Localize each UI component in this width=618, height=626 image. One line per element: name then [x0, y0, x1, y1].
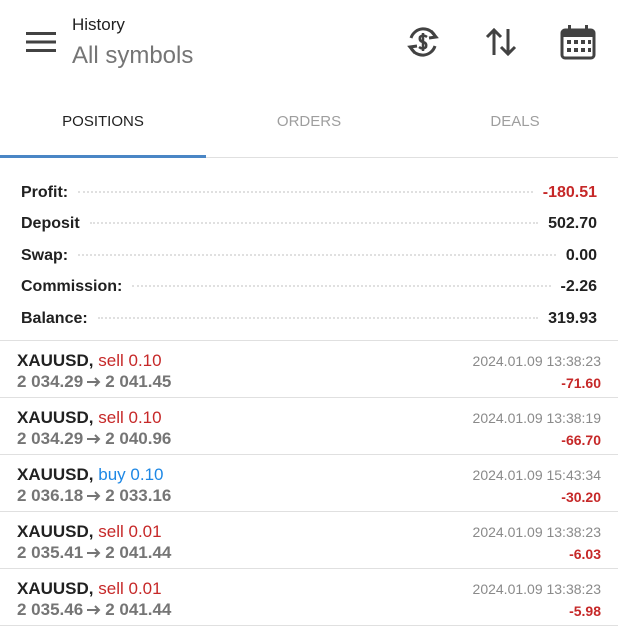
summary-value: 502.70: [548, 215, 597, 232]
calendar-button[interactable]: [560, 24, 596, 60]
tab[interactable]: DEALS: [490, 113, 540, 130]
volume: 0.01: [128, 522, 162, 541]
menu-button[interactable]: [26, 31, 56, 53]
prices: 2 034.29 2 041.45: [17, 372, 171, 392]
symbol: XAUUSD,: [17, 522, 94, 541]
volume: 0.01: [128, 579, 162, 598]
profit: -6.03: [569, 546, 601, 562]
summary-value: 319.93: [548, 309, 597, 327]
symbol: XAUUSD,: [17, 579, 94, 598]
side: sell: [98, 579, 124, 598]
time: 2024.01.09 13:38:19: [472, 410, 601, 426]
sync-button[interactable]: [405, 24, 441, 60]
close-price: 2 041.44: [105, 543, 172, 562]
time: 2024.01.09 13:38:23: [472, 524, 601, 540]
prices: 2 035.41 2 041.44: [17, 543, 171, 563]
position-row[interactable]: XAUUSD, sell 0.10 2 034.29 2 040.96 2024.01…: [0, 398, 618, 455]
open-price: 2 035.46: [17, 600, 84, 619]
close-price: 2 041.45: [105, 372, 172, 391]
position-title: XAUUSD, sell 0.01: [17, 522, 162, 542]
summary-value: -180.51: [542, 183, 597, 201]
arrow-icon: [87, 491, 101, 501]
profit: -5.98: [569, 603, 601, 619]
summary-row: Commission: -2.26: [21, 265, 597, 297]
summary-value: 0.00: [565, 246, 597, 264]
profit: -66.70: [561, 432, 601, 448]
dot-leader: [78, 190, 533, 193]
summary-value: -2.26: [560, 278, 597, 295]
position-row[interactable]: XAUUSD, sell 0.01 2 035.41 2 041.44 2024.01…: [0, 512, 618, 569]
summary-label: Deposit: [21, 215, 80, 232]
summary-row: Balance: 319.93: [21, 296, 597, 328]
side: buy: [98, 465, 126, 484]
volume: 0.10: [130, 465, 164, 484]
symbol: XAUUSD,: [17, 465, 94, 484]
subtitle: All symbols: [72, 42, 194, 69]
position-title: XAUUSD, buy 0.10: [17, 465, 164, 485]
open-price: 2 035.41: [17, 543, 84, 562]
position-title: XAUUSD, sell 0.10: [17, 351, 162, 371]
dot-leader: [97, 316, 539, 319]
title: History: [72, 15, 125, 34]
position-title: XAUUSD, sell 0.10: [17, 408, 162, 428]
volume: 0.10: [128, 351, 162, 370]
prices: 2 034.29 2 040.96: [17, 429, 171, 449]
close-price: 2 033.16: [105, 486, 172, 505]
toolbar: History All symbols: [0, 0, 618, 90]
close-price: 2 041.44: [105, 600, 172, 619]
sort-button[interactable]: [483, 24, 519, 60]
arrow-icon: [87, 434, 101, 444]
dot-leader: [89, 222, 539, 224]
volume: 0.10: [128, 408, 162, 427]
dot-leader: [132, 285, 551, 287]
side: sell: [98, 351, 124, 370]
arrow-icon: [87, 548, 101, 558]
summary-row: Swap: 0.00: [21, 233, 597, 265]
time: 2024.01.09 13:38:23: [472, 353, 601, 369]
arrow-icon: [87, 377, 101, 387]
symbol: XAUUSD,: [17, 351, 94, 370]
position-title: XAUUSD, sell 0.01: [17, 579, 162, 599]
position-row[interactable]: XAUUSD, buy 0.10 2 036.18 2 033.16 2024.01.…: [0, 455, 618, 512]
summary-row: Profit: -180.51: [21, 170, 597, 202]
tab[interactable]: POSITIONS: [0, 100, 206, 158]
summary-label: Balance:: [21, 309, 88, 327]
open-price: 2 034.29: [17, 429, 84, 448]
open-price: 2 034.29: [17, 372, 84, 391]
profit: -71.60: [561, 375, 601, 391]
open-price: 2 036.18: [17, 486, 84, 505]
position-row[interactable]: XAUUSD, sell 0.01 2 035.46 2 041.44 2024.01…: [0, 569, 618, 626]
summary: Profit: -180.51 Deposit 502.70 Swap: 0.00 Comm…: [21, 170, 597, 328]
tab[interactable]: ORDERS: [276, 113, 342, 130]
summary-label: Swap:: [21, 246, 69, 264]
time: 2024.01.09 13:38:23: [472, 581, 601, 597]
close-price: 2 040.96: [105, 429, 172, 448]
dot-leader: [78, 253, 556, 256]
symbol: XAUUSD,: [17, 408, 94, 427]
tab-bar: POSITIONS ORDERS DEALS: [0, 100, 618, 158]
summary-label: Commission:: [21, 278, 123, 295]
time: 2024.01.09 15:43:34: [472, 467, 601, 483]
summary-label: Profit:: [21, 183, 69, 201]
profit: -30.20: [561, 489, 601, 505]
position-list: XAUUSD, sell 0.10 2 034.29 2 041.45 2024.01…: [0, 341, 618, 626]
prices: 2 036.18 2 033.16: [17, 486, 171, 506]
side: sell: [98, 408, 124, 427]
prices: 2 035.46 2 041.44: [17, 600, 171, 620]
divider: [0, 340, 618, 341]
arrow-icon: [87, 605, 101, 615]
side: sell: [98, 522, 124, 541]
position-row[interactable]: XAUUSD, sell 0.10 2 034.29 2 041.45 2024.01…: [0, 341, 618, 398]
summary-row: Deposit 502.70: [21, 202, 597, 234]
